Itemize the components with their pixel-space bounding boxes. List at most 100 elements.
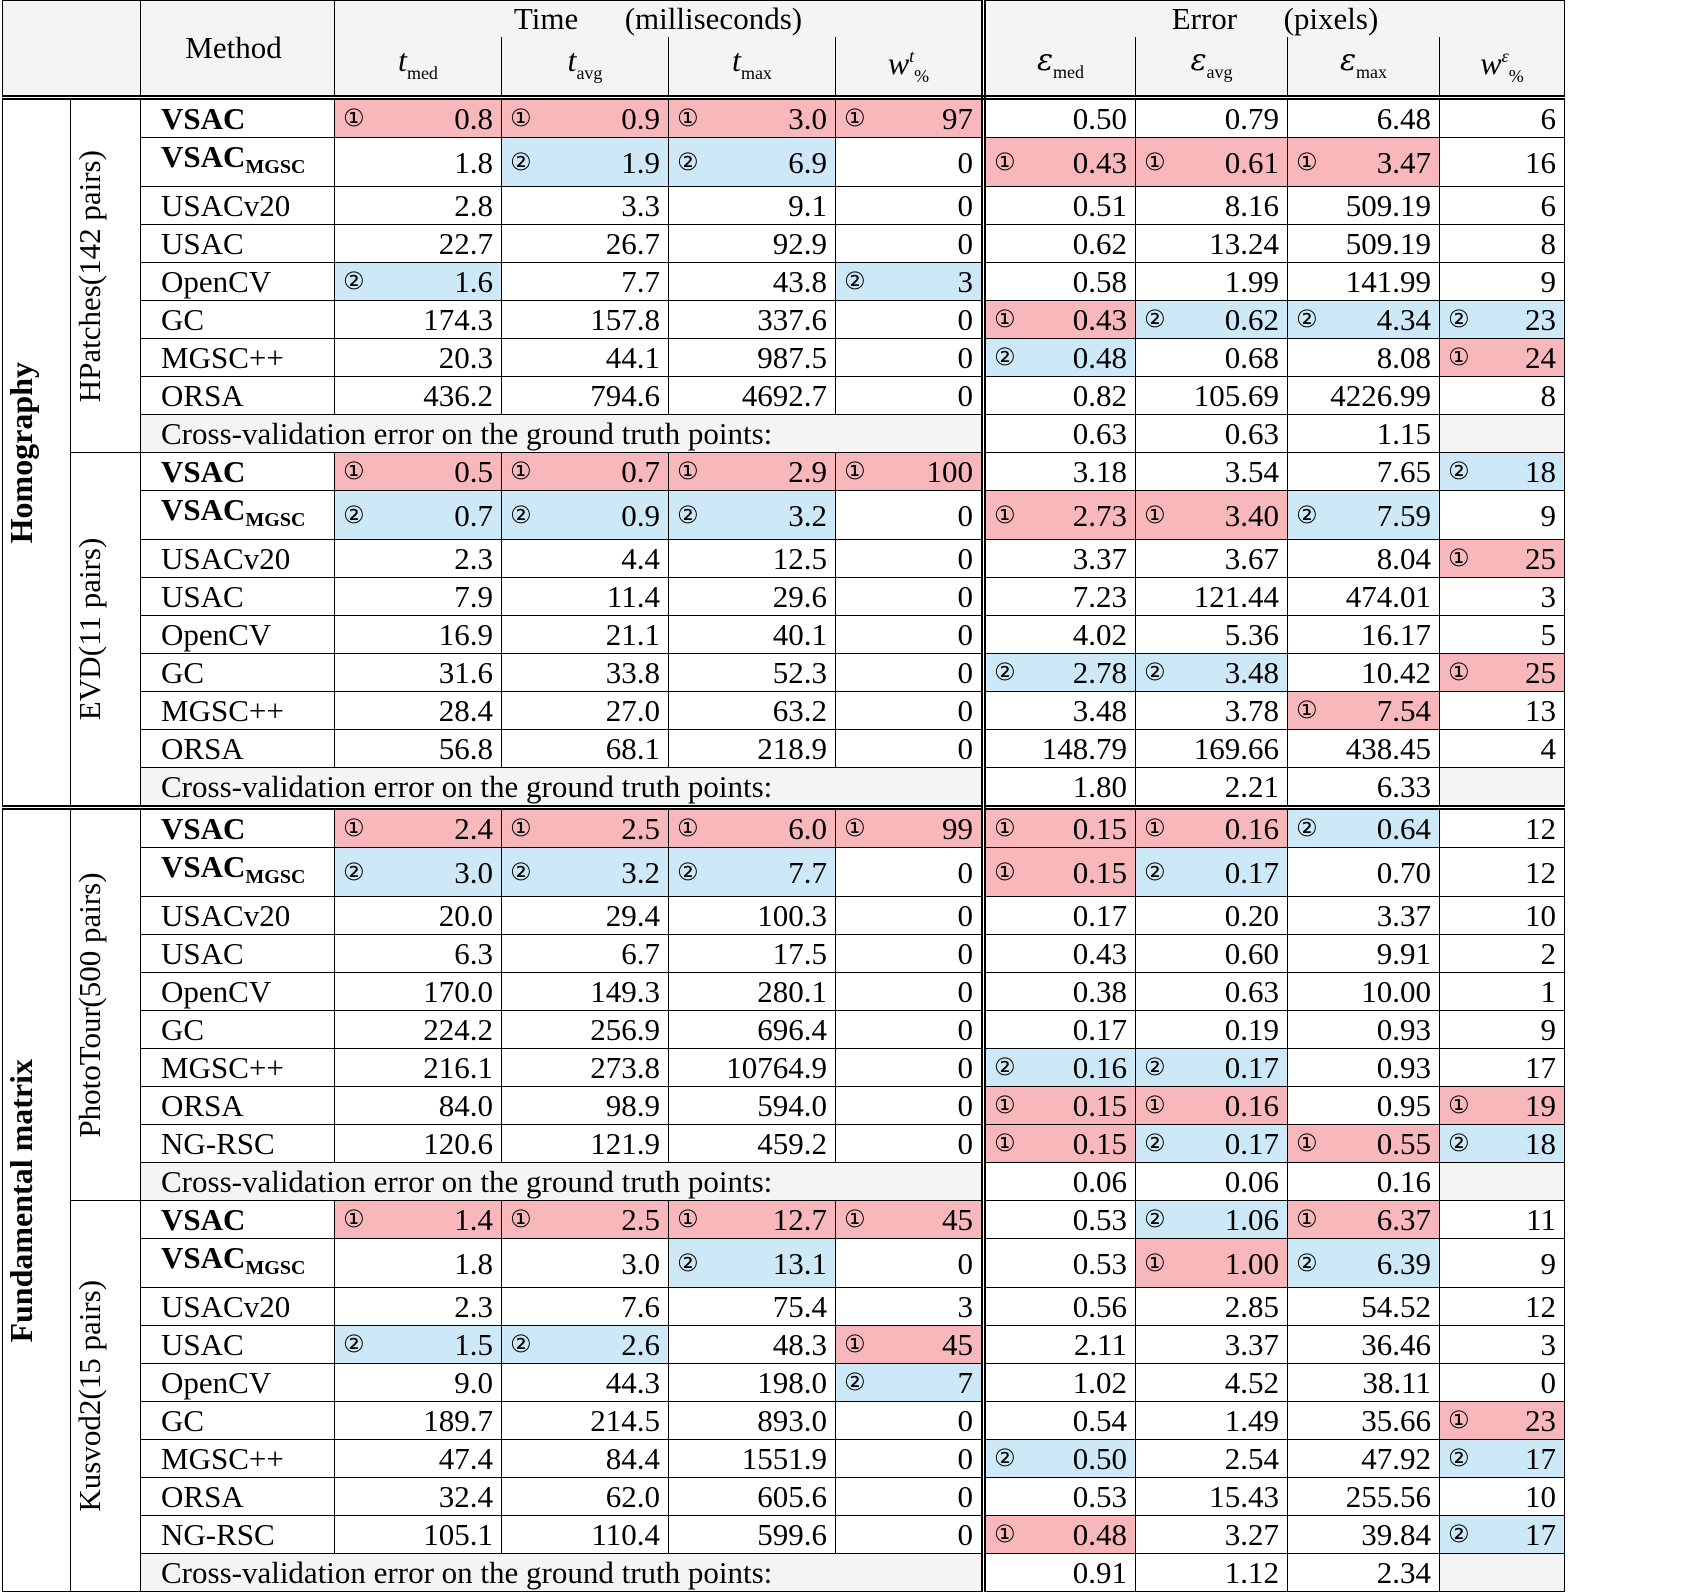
value-cell: 15.43 <box>1135 1477 1288 1516</box>
value-cell: 337.6 <box>668 300 836 339</box>
method-name: VSAC <box>161 849 246 884</box>
value-cell: 10 <box>1439 896 1565 935</box>
value-text: 48.3 <box>772 1327 827 1362</box>
value-cell: ① 3.47 <box>1287 137 1440 187</box>
value-cell: ① 7.54 <box>1287 691 1440 730</box>
value-cell: 0.51 <box>983 186 1136 225</box>
value-text: 0.7 <box>621 454 660 489</box>
value-text: 2.5 <box>621 811 660 847</box>
method-name: MGSC++ <box>161 693 284 728</box>
value-cell: ① 0.48 <box>983 1515 1136 1554</box>
method-name: MGSC++ <box>161 1441 284 1476</box>
value-text: 0.20 <box>1224 898 1279 933</box>
rank-1-icon: ① <box>1144 814 1166 842</box>
rank-1-icon: ① <box>994 1091 1016 1119</box>
value-text: 157.8 <box>590 302 660 337</box>
value-text: 0.9 <box>621 101 660 136</box>
value-cell: 0 <box>835 338 986 377</box>
value-cell: 438.45 <box>1287 729 1440 768</box>
value-text: 509.19 <box>1345 188 1431 223</box>
value-cell: 794.6 <box>501 376 669 415</box>
value-text: 0.93 <box>1376 1012 1431 1047</box>
value-cell: 9.91 <box>1287 934 1440 973</box>
rank-1-icon: ① <box>343 1205 365 1233</box>
method-name: VSAC <box>161 1240 246 1275</box>
value-cell: ① 2.5 <box>501 805 669 848</box>
cross-validation-empty <box>1439 767 1565 808</box>
dataset-name: Kusvod2 <box>72 1399 107 1512</box>
method-cell: OpenCV <box>140 972 335 1011</box>
rank-1-icon: ① <box>1448 544 1470 572</box>
method-cell: ORSA <box>140 1086 335 1125</box>
value-text: 4692.7 <box>741 378 827 413</box>
value-text: 0.93 <box>1376 1050 1431 1085</box>
table-row: ORSA 32.4 62.0 605.6 0 0.53 15.43 255.56 10 <box>3 1477 1565 1516</box>
value-cell: 5.36 <box>1135 615 1288 654</box>
value-text: 255.56 <box>1345 1479 1431 1514</box>
cross-validation-value: 0.16 <box>1287 1162 1440 1201</box>
method-cell: VSACMGSC <box>140 847 335 897</box>
method-cell: USACv20 <box>140 896 335 935</box>
value-cell: 105.69 <box>1135 376 1288 415</box>
value-cell: ② 0.62 <box>1135 300 1288 339</box>
value-text: 0.62 <box>1224 302 1279 337</box>
value-text: 2.9 <box>788 454 827 489</box>
value-text: 0.15 <box>1072 811 1127 847</box>
value-text: 0.17 <box>1072 898 1127 933</box>
value-cell: 509.19 <box>1287 186 1440 225</box>
error-col-header-med: εmed <box>983 37 1136 100</box>
value-text: 794.6 <box>590 378 660 413</box>
value-cell: 141.99 <box>1287 262 1440 301</box>
value-cell: 696.4 <box>668 1010 836 1049</box>
method-name: NG-RSC <box>161 1517 275 1552</box>
value-cell: 16 <box>1439 137 1565 187</box>
method-cell: MGSC++ <box>140 338 335 377</box>
value-cell: 216.1 <box>334 1048 502 1087</box>
value-text: 4 <box>1540 731 1557 766</box>
value-cell: 12 <box>1439 1287 1565 1326</box>
value-cell: 92.9 <box>668 224 836 263</box>
time-col-header-avg: tavg <box>501 37 669 100</box>
value-cell: 0.17 <box>983 896 1136 935</box>
value-text: 3.37 <box>1072 541 1127 576</box>
rank-1-icon: ① <box>677 1205 699 1233</box>
table-row: Kusvod2(15 pairs) VSAC ① 1.4 ① 2.5 ① 12.7 ① 45 0.5… <box>3 1200 1565 1592</box>
value-text: 198.0 <box>757 1365 827 1400</box>
value-text: 0 <box>957 302 974 337</box>
dataset-pairs: (15 pairs) <box>72 1280 107 1400</box>
rank-2-icon: ② <box>510 1330 532 1358</box>
value-text: 3 <box>1540 1327 1557 1362</box>
value-cell: 893.0 <box>668 1401 836 1440</box>
value-cell: ① 24 <box>1439 338 1565 377</box>
value-cell: 120.6 <box>334 1124 502 1163</box>
value-text: 6 <box>1540 101 1557 136</box>
value-text: 17 <box>1525 1441 1556 1476</box>
dataset-pairs: (500 pairs) <box>72 872 107 1008</box>
value-cell: 0 <box>835 577 986 616</box>
value-text: 7.9 <box>454 579 493 614</box>
value-cell: ② 0.7 <box>334 490 502 540</box>
value-text: 9.0 <box>454 1365 493 1400</box>
value-text: 12 <box>1525 854 1556 890</box>
value-cell: 5 <box>1439 615 1565 654</box>
value-text: 4.52 <box>1224 1365 1279 1400</box>
value-text: 0.58 <box>1072 264 1127 299</box>
value-text: 1.02 <box>1072 1365 1127 1400</box>
category-label-cell: Homography <box>2 97 71 808</box>
table-row: MGSC++ 47.4 84.4 1551.9 0 ② 0.50 2.54 47.92 ② 17 <box>3 1439 1565 1478</box>
value-text: 0.15 <box>1072 854 1127 890</box>
method-name: VSAC <box>161 101 246 136</box>
value-cell: ① 2.9 <box>668 452 836 491</box>
value-text: 3.47 <box>1376 144 1431 180</box>
dataset-label: Kusvod2(15 pairs) <box>71 1280 108 1512</box>
value-text: 33.8 <box>605 655 660 690</box>
rank-1-icon: ① <box>844 1330 866 1358</box>
value-text: 45 <box>942 1327 973 1362</box>
value-text: 11.4 <box>606 579 660 614</box>
rank-2-icon: ② <box>1448 305 1470 333</box>
value-text: 3.18 <box>1072 454 1127 489</box>
method-cell: MGSC++ <box>140 1439 335 1478</box>
rank-1-icon: ① <box>994 1520 1016 1548</box>
rank-1-icon: ① <box>994 1129 1016 1157</box>
table-row: MGSC++ 28.4 27.0 63.2 0 3.48 3.78 ① 7.54 13 <box>3 691 1565 730</box>
